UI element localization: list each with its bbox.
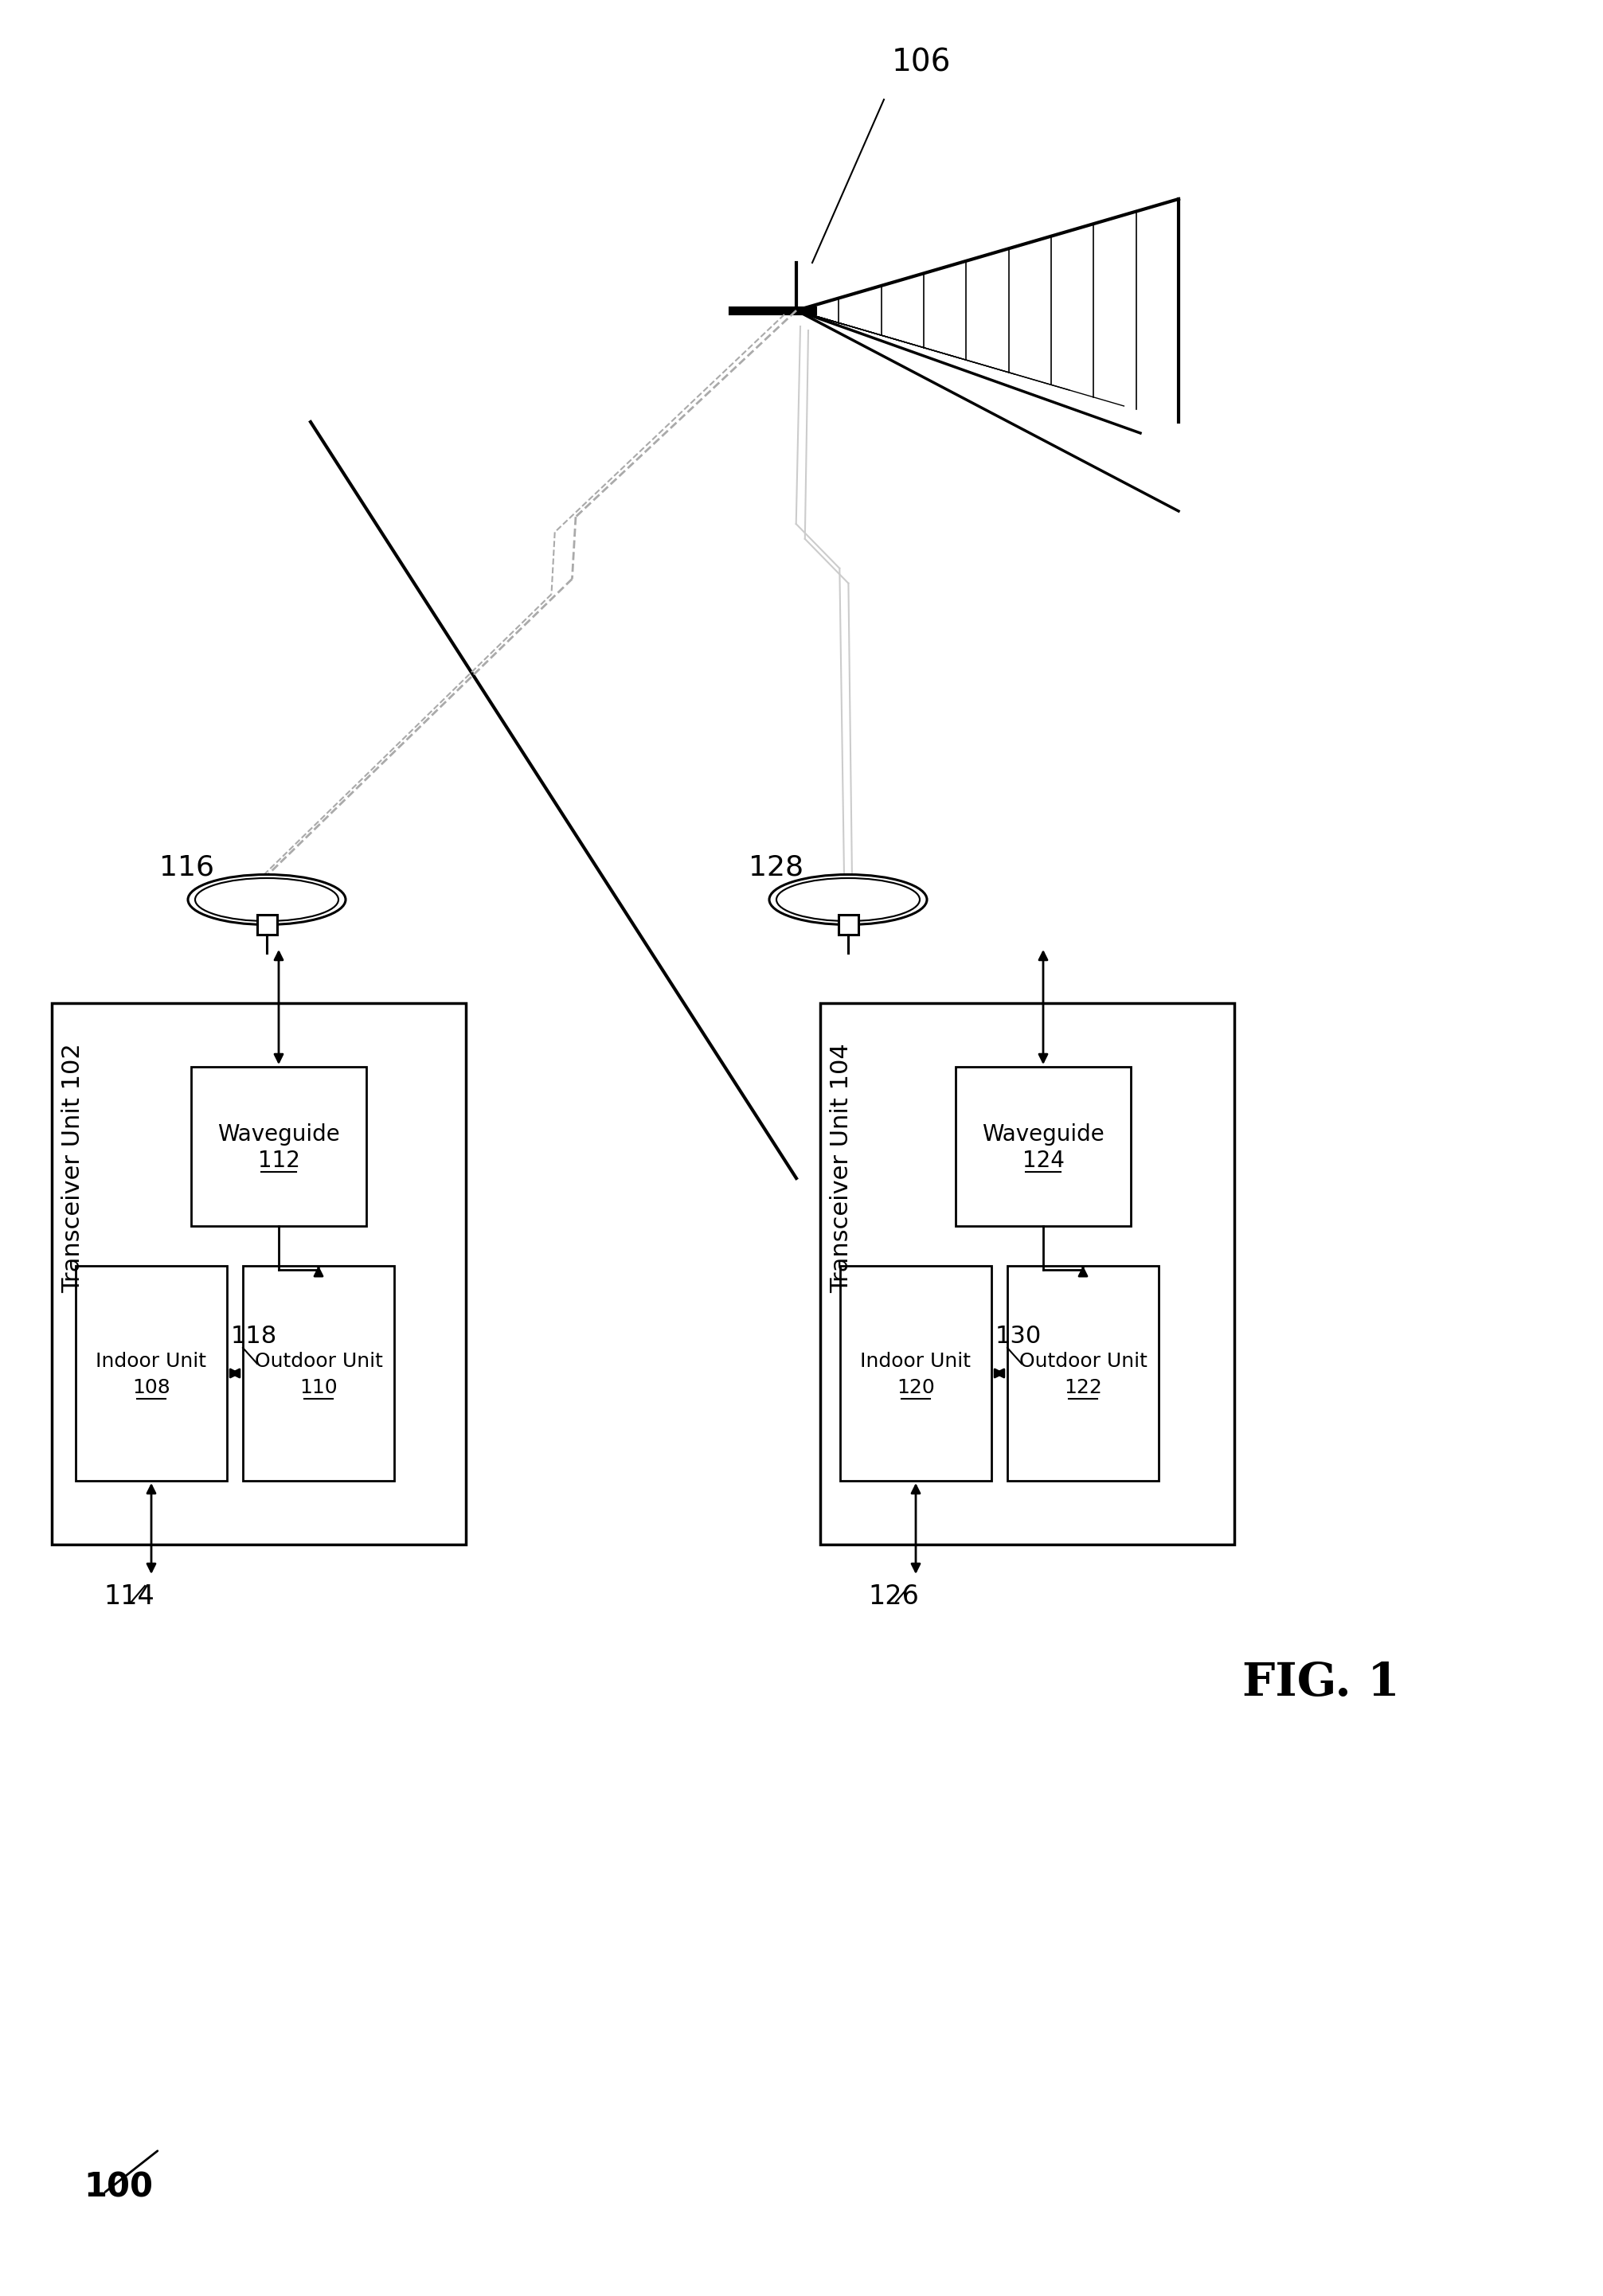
Text: 108: 108 (133, 1378, 170, 1398)
Ellipse shape (188, 875, 346, 925)
Text: 114: 114 (104, 1584, 154, 1609)
Text: 116: 116 (159, 854, 215, 882)
Text: Waveguide: Waveguide (983, 1123, 1104, 1146)
Bar (838, 914, 858, 934)
Text: Outdoor Unit: Outdoor Unit (255, 1352, 383, 1371)
Bar (51, 1003, 466, 1545)
Text: 124: 124 (1023, 1150, 1064, 1171)
Text: 118: 118 (231, 1325, 277, 1348)
Text: Indoor Unit: Indoor Unit (96, 1352, 207, 1371)
Bar (955, 1068, 1130, 1226)
Ellipse shape (776, 877, 920, 921)
Ellipse shape (769, 875, 927, 925)
Text: 130: 130 (995, 1325, 1042, 1348)
Text: 112: 112 (258, 1150, 300, 1171)
Text: 100: 100 (83, 2172, 152, 2204)
Text: 110: 110 (300, 1378, 338, 1398)
Bar (244, 1265, 394, 1481)
Text: 126: 126 (867, 1584, 919, 1609)
Text: 122: 122 (1064, 1378, 1103, 1398)
Bar (821, 1003, 1234, 1545)
Text: Transceiver Unit 104: Transceiver Unit 104 (830, 1042, 853, 1293)
Text: Waveguide: Waveguide (218, 1123, 340, 1146)
Text: Indoor Unit: Indoor Unit (861, 1352, 971, 1371)
Bar (75, 1265, 228, 1481)
Bar (191, 1068, 367, 1226)
Text: 120: 120 (896, 1378, 935, 1398)
Text: 106: 106 (891, 48, 951, 78)
Text: FIG. 1: FIG. 1 (1242, 1660, 1399, 1706)
Text: Outdoor Unit: Outdoor Unit (1020, 1352, 1148, 1371)
Bar (840, 1265, 991, 1481)
Text: Transceiver Unit 102: Transceiver Unit 102 (61, 1042, 85, 1293)
Text: 128: 128 (749, 854, 803, 882)
Bar (1007, 1265, 1159, 1481)
Ellipse shape (196, 877, 338, 921)
Bar (256, 914, 277, 934)
